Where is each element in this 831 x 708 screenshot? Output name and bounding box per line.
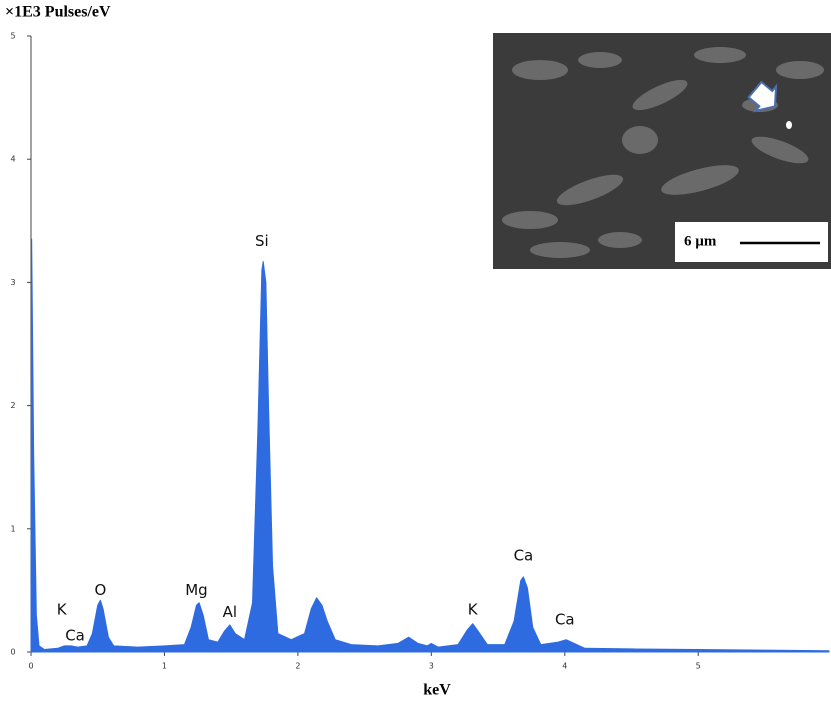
x-tick-label: 1: [162, 662, 167, 671]
peak-label: Ca: [555, 610, 575, 628]
y-tick-label: 4: [10, 155, 15, 164]
x-tick-label: 0: [28, 662, 33, 671]
peak-label: Si: [255, 232, 269, 250]
y-axis-label: ×1E3 Pulses/eV: [5, 4, 111, 21]
x-axis-label: keV: [423, 682, 451, 699]
spectrum-area: [30, 238, 830, 653]
y-tick-label: 2: [10, 401, 15, 410]
arrow-icon: [747, 80, 778, 113]
peak-label: Al: [223, 603, 237, 621]
sem-texture: [502, 47, 824, 258]
x-tick-label: 5: [696, 662, 701, 671]
y-tick-label: 1: [10, 524, 15, 533]
peak-label: Ca: [514, 546, 534, 564]
y-tick-label: 3: [10, 278, 15, 287]
peak-label: K: [468, 601, 479, 619]
peak-label: O: [94, 581, 106, 599]
y-tick-label: 5: [10, 32, 15, 41]
peak-label: K: [57, 601, 68, 619]
peak-label: Ca: [65, 626, 85, 644]
particle: [786, 121, 792, 129]
x-tick-label: 3: [429, 662, 434, 671]
y-tick-label: 0: [10, 648, 15, 657]
x-tick-label: 2: [295, 662, 300, 671]
sem-inset: 6 µm: [493, 33, 831, 269]
x-tick-label: 4: [562, 662, 567, 671]
scale-bar-label: 6 µm: [684, 233, 717, 249]
peak-label: Mg: [185, 581, 207, 599]
